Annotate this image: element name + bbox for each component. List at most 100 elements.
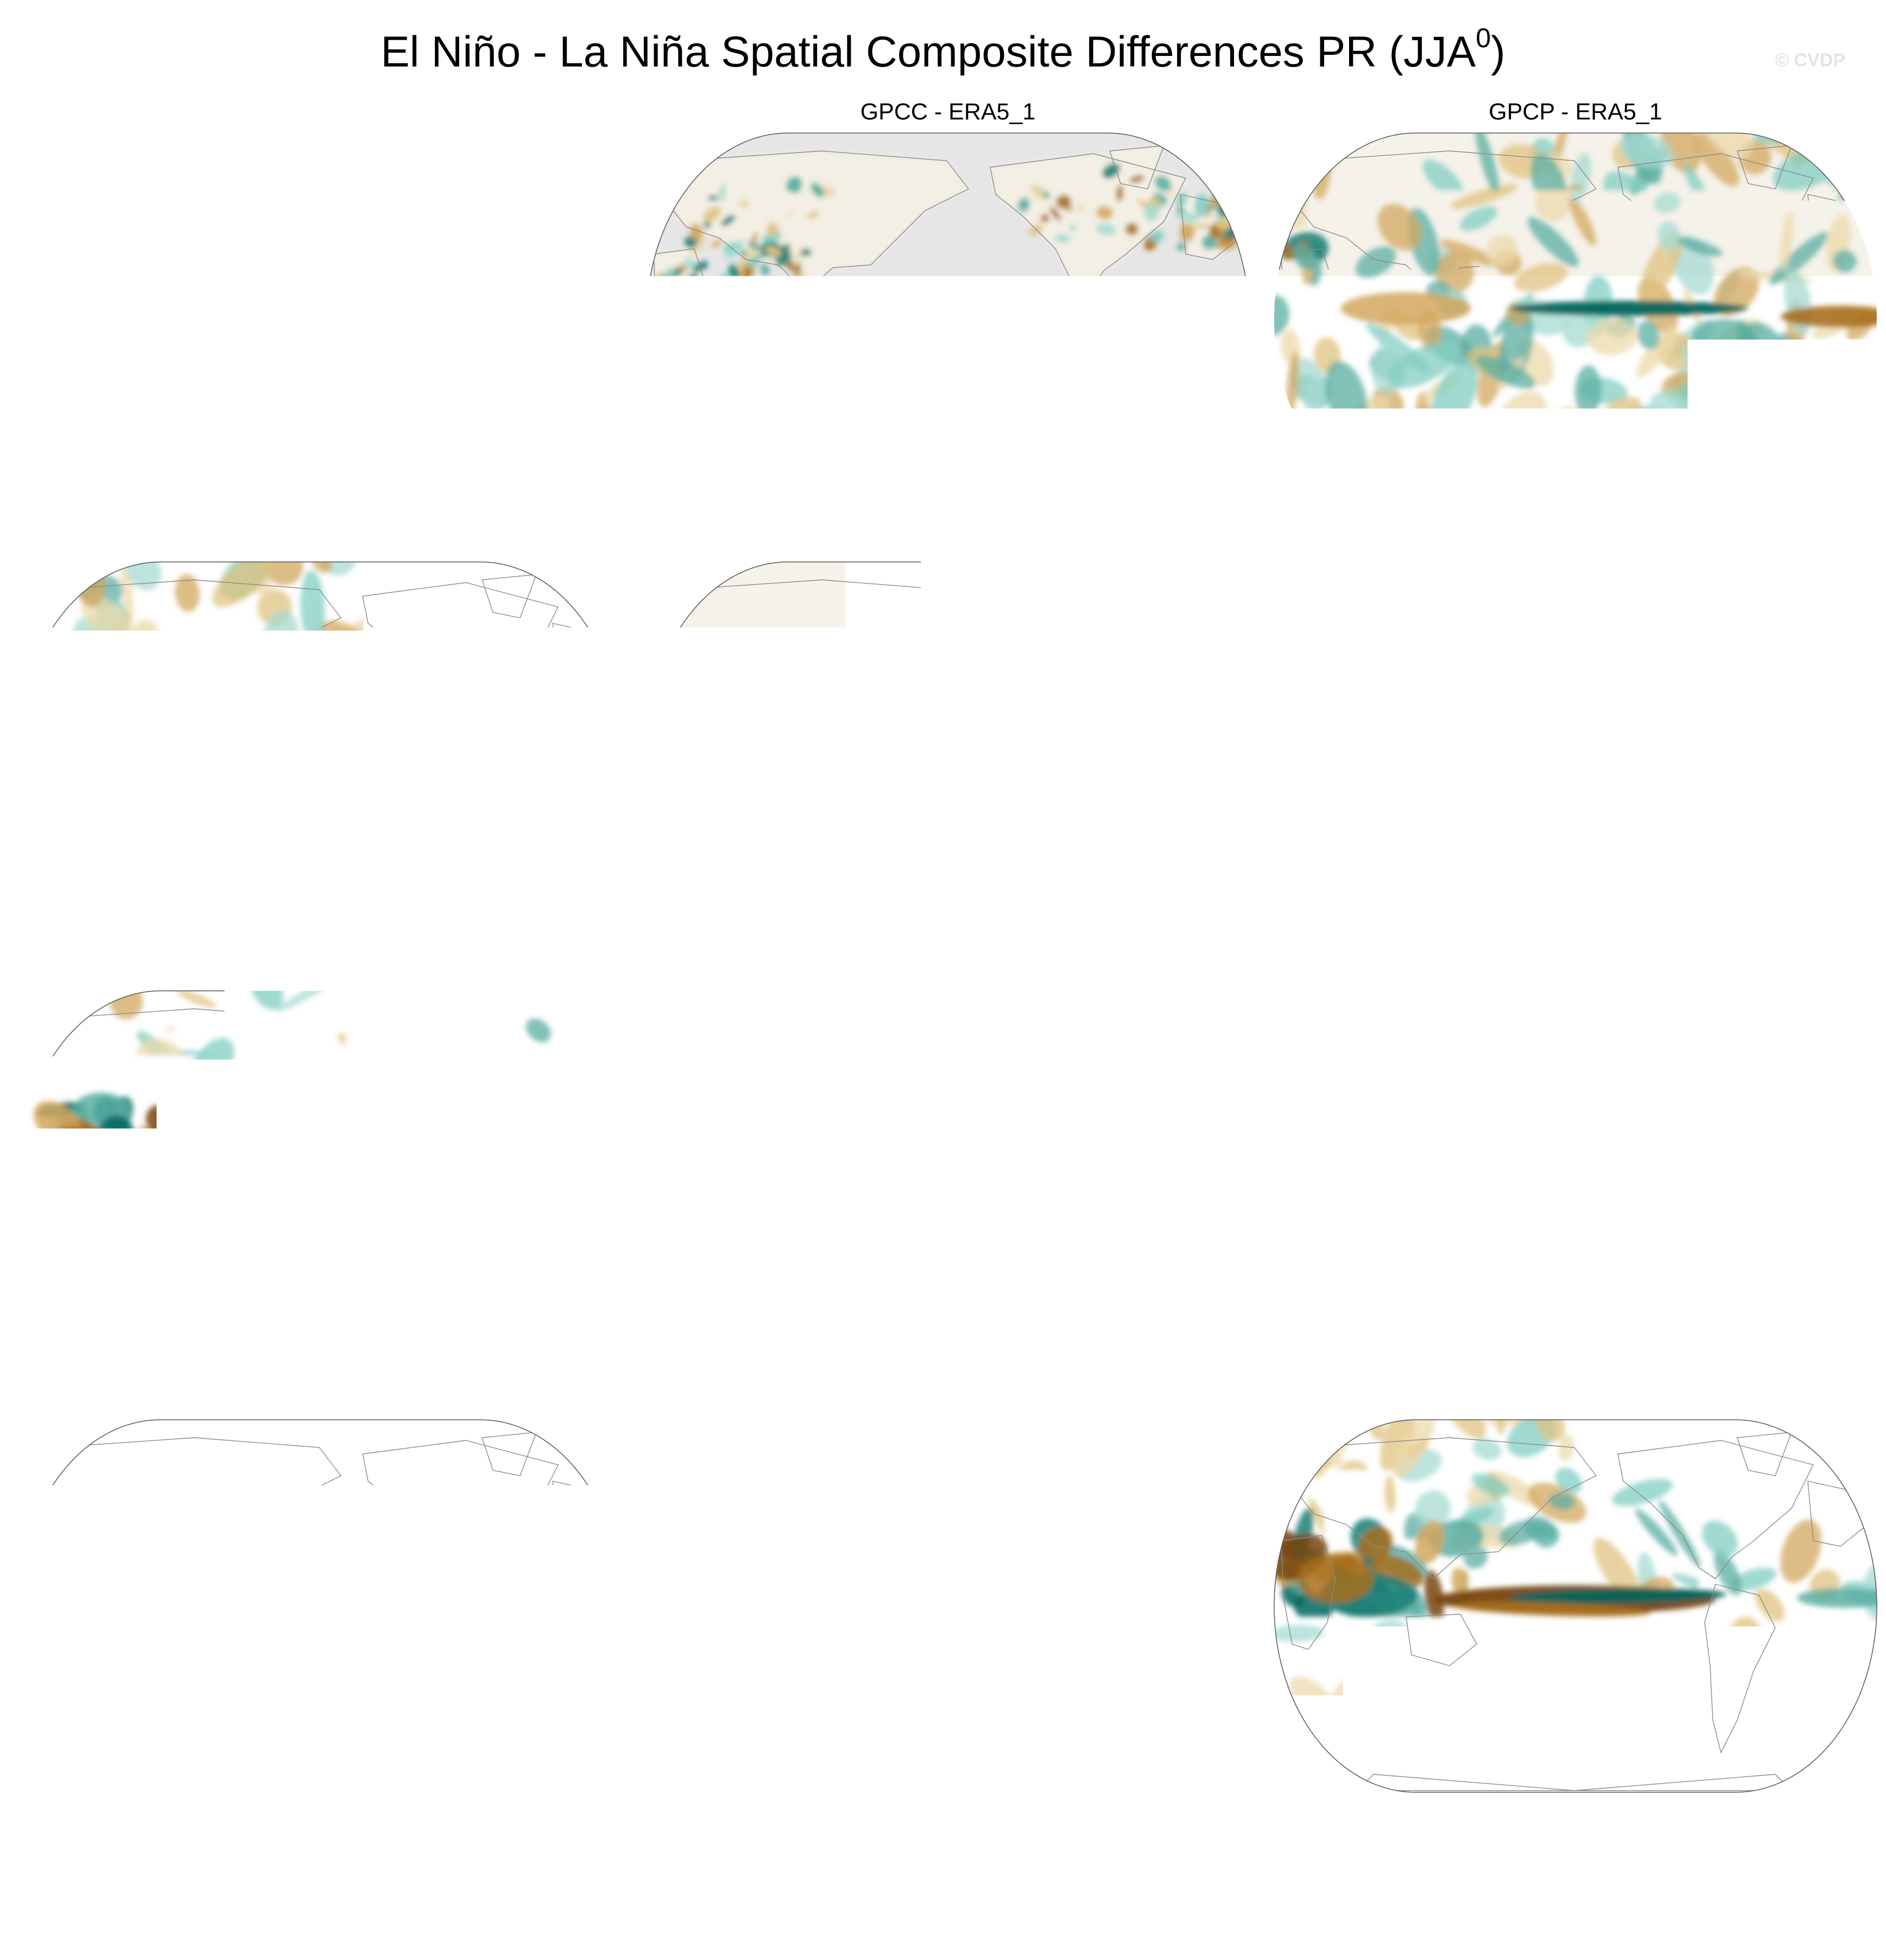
- anomaly-blob: [15, 1416, 55, 1463]
- anomaly-blob: [1274, 1472, 1298, 1497]
- map-panel-cesm3-193: CESM3 BLT1850 193 - ERA5_1: [10, 526, 631, 946]
- anomaly-blob: [647, 558, 687, 589]
- anomaly-blob: [1193, 1764, 1253, 1796]
- anomaly-blob: [1824, 457, 1847, 509]
- colorbar: [282, 1830, 1607, 1866]
- anomaly-blob: [1843, 992, 1881, 1008]
- anomaly-blob: [61, 987, 91, 1015]
- colorbar-tick-label: 0: [907, 1869, 983, 1907]
- anomaly-blob: [553, 919, 587, 938]
- figure-title-closing: ): [1491, 28, 1505, 76]
- map-panel-cesm3-166-300-349: CESM3 BLT1850 166 300-349 - ERA5_1: [1265, 526, 1886, 946]
- anomaly-blob: [643, 1416, 670, 1442]
- anomaly-blob: [15, 987, 40, 1008]
- anomaly-blob: [1786, 129, 1808, 141]
- colorbar-tick-label: -4: [377, 1869, 453, 1907]
- colorbar-tick-label: .25: [1039, 1869, 1115, 1907]
- anomaly-blob: [1830, 454, 1881, 509]
- panel-title: CESM2 piControl C - ERA5_1: [10, 1383, 631, 1414]
- colorbar-tick-label: 2: [1304, 1869, 1380, 1907]
- colorbar-swatch: [547, 1830, 614, 1866]
- robinson-map: [643, 987, 1253, 1367]
- anomaly-blob: [643, 899, 679, 938]
- anomaly-blob: [1242, 569, 1253, 596]
- anomaly-blob: [1270, 558, 1317, 598]
- panel-title: CESM3 BLT1850 193 - ERA5_1: [10, 526, 631, 556]
- colorbar-swatch: [680, 1830, 746, 1866]
- robinson-map: [643, 558, 1253, 938]
- robinson-map: [1270, 987, 1881, 1367]
- anomaly-blob: [1270, 463, 1338, 509]
- anomaly-blob: [1272, 1767, 1309, 1796]
- anomaly-blob: [1836, 558, 1881, 598]
- anomaly-blob: [783, 333, 794, 341]
- anomaly-blob: [1838, 987, 1881, 1042]
- anomaly-blob: [669, 903, 716, 938]
- colorbar-tick-label: -3: [443, 1869, 519, 1907]
- colorbar-swatch: [812, 1830, 879, 1866]
- anomaly-blob: [1171, 921, 1198, 938]
- colorbar-swatch: [349, 1830, 415, 1866]
- colorbar-swatch: [746, 1830, 813, 1866]
- robinson-map: [15, 1416, 625, 1796]
- anomaly-blob: [15, 876, 45, 927]
- colorbar-swatch: [1342, 1830, 1409, 1866]
- anomaly-blob: [49, 920, 76, 938]
- anomaly-blob: [643, 1752, 687, 1796]
- anomaly-blob: [590, 1738, 625, 1796]
- anomaly-blob: [1825, 558, 1861, 610]
- panel-title: CESM2 piControl A - ERA5_1: [1265, 1383, 1886, 1414]
- anomaly-blob: [1817, 1336, 1837, 1364]
- colorbar-swatch: [878, 1830, 945, 1866]
- anomaly-blob: [645, 877, 683, 918]
- anomaly-blob: [644, 1010, 662, 1090]
- anomaly-blob: [1270, 1021, 1294, 1032]
- anomaly-blob: [584, 987, 623, 1057]
- robinson-map: [643, 1416, 1253, 1796]
- colorbar-tick-label: 4: [1436, 1869, 1512, 1907]
- colorbar-tick-label: 1: [1238, 1869, 1314, 1907]
- anomaly-blob: [1245, 1431, 1253, 1506]
- robinson-map: [1270, 558, 1881, 938]
- map-panel-cesm2-picontrol-b: CESM2 piControl B - ERA5_1: [637, 1383, 1258, 1804]
- anomaly-blob: [1865, 881, 1881, 899]
- colorbar-swatch: [1210, 1830, 1276, 1866]
- anomaly-blob: [1810, 987, 1835, 1011]
- colorbar-tick-label: -.5: [708, 1869, 784, 1907]
- anomaly-blob: [22, 573, 65, 590]
- anomaly-blob: [1773, 1416, 1784, 1427]
- panel-title: CESM3 BLT1850 192 - ERA5_1: [637, 526, 1258, 556]
- anomaly-blob: [1227, 196, 1239, 208]
- colorbar-tick-label: 3: [1370, 1869, 1446, 1907]
- colorbar-tick-label: -.75: [642, 1869, 718, 1907]
- map-panel-cesm2-picontrol-c: CESM2 piControl C - ERA5_1: [10, 1383, 631, 1804]
- anomaly-blob: [15, 572, 46, 643]
- anomaly-blob: [1270, 1698, 1298, 1762]
- colorbar-swatch: [613, 1830, 680, 1866]
- anomaly-blob: [597, 1294, 625, 1313]
- anomaly-blob: [15, 1767, 57, 1796]
- robinson-map: [15, 987, 625, 1367]
- anomaly-blob: [1270, 1449, 1299, 1487]
- figure-title: El Niño - La Niña Spatial Composite Diff…: [0, 15, 1886, 79]
- anomaly-blob: [1185, 988, 1250, 1021]
- colorbar-swatch: [1541, 1830, 1607, 1866]
- map-panel-cesm2-picontrol-a: CESM2 piControl A - ERA5_1: [1265, 1383, 1886, 1804]
- colorbar-units: mm/day: [0, 1905, 1886, 1943]
- anomaly-blob: [43, 558, 84, 601]
- anomaly-blob: [1294, 1325, 1336, 1367]
- map-panel-gpcp: GPCP - ERA5_1: [1265, 97, 1886, 517]
- colorbar-tick-label: -1: [575, 1869, 651, 1907]
- figure-title-main: El Niño - La Niña Spatial Composite Diff…: [381, 28, 1476, 76]
- colorbar-tick-label: .5: [1105, 1869, 1181, 1907]
- anomaly-blob: [1270, 909, 1296, 938]
- map-panel-gpcc: GPCC - ERA5_1: [637, 97, 1258, 517]
- anomaly-blob: [1834, 141, 1879, 204]
- colorbar-swatch: [1408, 1830, 1475, 1866]
- anomaly-blob: [1194, 224, 1211, 229]
- robinson-map: [1270, 129, 1881, 509]
- anomaly-blob: [1270, 853, 1303, 905]
- colorbar-tick-label: .1: [973, 1869, 1049, 1907]
- anomaly-blob: [19, 1748, 33, 1793]
- colorbar-swatch: [1276, 1830, 1343, 1866]
